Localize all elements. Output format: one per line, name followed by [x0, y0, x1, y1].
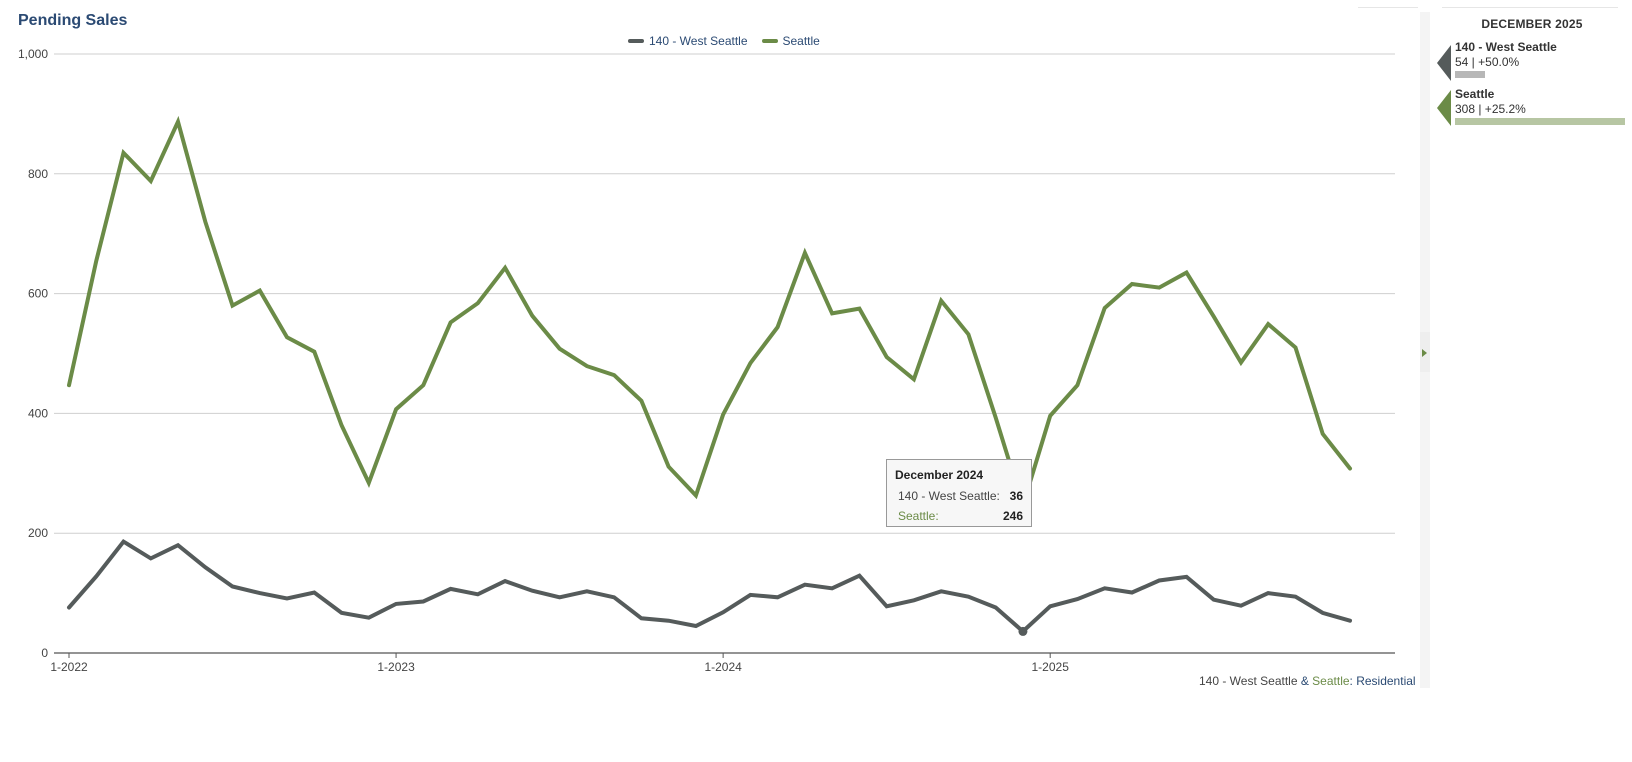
source-colon: : [1349, 674, 1357, 688]
side-item-name-seattle: Seattle [1455, 87, 1495, 101]
side-marker-west-seattle [1437, 45, 1451, 81]
y-tick-label: 0 [41, 646, 48, 660]
y-tick-label: 400 [28, 406, 48, 420]
source-city: Seattle [1312, 674, 1350, 688]
panel-top-line [1358, 7, 1418, 8]
legend-item-west-seattle[interactable]: 140 - West Seattle [628, 34, 748, 48]
x-tick-label: 1-2022 [50, 660, 88, 674]
legend-swatch-west-seattle [628, 39, 644, 43]
legend-label-seattle: Seattle [782, 34, 820, 48]
y-tick-label: 600 [28, 287, 48, 301]
y-tick-label: 800 [28, 167, 48, 181]
x-tick-label: 1-2025 [1032, 660, 1070, 674]
series-line-seattle [67, 115, 1352, 513]
y-tick-label: 1,000 [18, 47, 48, 61]
x-tick-label: 1-2023 [377, 660, 415, 674]
source-area: 140 - West Seattle [1199, 674, 1298, 688]
line-chart: 0 200 400 600 800 1,000 1-2022 1-2023 1-2024 1-20… [18, 47, 1395, 674]
tooltip-label-seattle: Seattle: [898, 509, 939, 523]
highlight-point-west-seattle [1018, 626, 1028, 636]
legend-item-seattle[interactable]: Seattle [761, 34, 820, 48]
tooltip-row-seattle: Seattle: 246 [898, 509, 1023, 523]
x-tick-label: 1-2024 [704, 660, 742, 674]
page-title: Pending Sales [18, 12, 128, 29]
source-amp: & [1297, 674, 1313, 688]
side-item-name-west-seattle: 140 - West Seattle [1455, 40, 1557, 54]
side-item-value-west-seattle: 54 | +50.0% [1455, 55, 1520, 69]
source-type: Residential [1356, 674, 1416, 688]
side-marker-seattle [1437, 90, 1451, 126]
tooltip-label-west-seattle: 140 - West Seattle: [898, 489, 1000, 503]
chart-tooltip: December 2024 140 - West Seattle: 36 Sea… [886, 459, 1032, 527]
tooltip-title: December 2024 [895, 468, 984, 482]
panel-top-line-right [1442, 7, 1618, 8]
side-panel-header: DECEMBER 2025 [1481, 17, 1583, 31]
series-line-west-seattle [67, 538, 1352, 635]
legend-label-west-seattle: 140 - West Seattle [649, 34, 748, 48]
chart-source-note: 140 - West Seattle & Seattle: Residentia… [1199, 674, 1416, 688]
tooltip-value-west-seattle: 36 [1009, 489, 1023, 503]
tooltip-value-seattle: 246 [1002, 509, 1023, 523]
y-tick-label: 200 [28, 526, 48, 540]
side-bar-seattle [1455, 118, 1625, 125]
chart-legend: 140 - West Seattle Seattle [628, 34, 820, 48]
tooltip-row-west-seattle: 140 - West Seattle: 36 [898, 489, 1023, 503]
side-bar-west-seattle [1455, 71, 1485, 78]
side-item-value-seattle: 308 | +25.2% [1455, 102, 1526, 116]
panel-toggle-arrow-icon [1422, 349, 1427, 357]
legend-swatch-seattle [761, 39, 778, 43]
